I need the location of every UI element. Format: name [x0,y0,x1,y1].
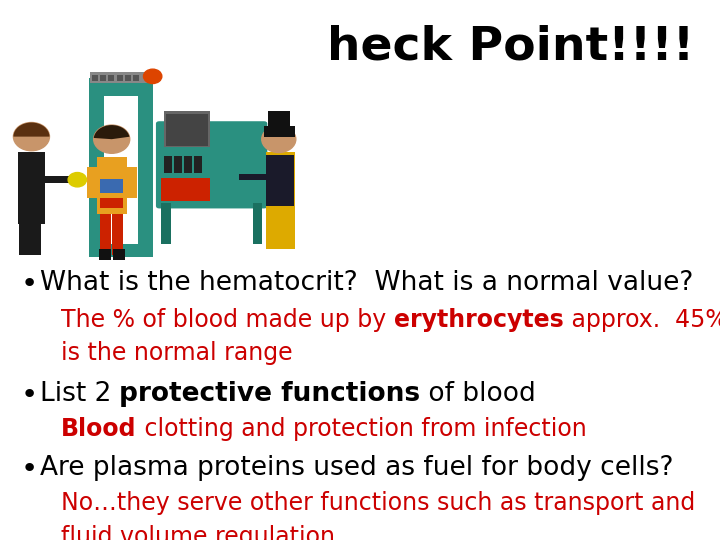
Bar [194,156,202,172]
Bar [89,91,104,249]
Bar [19,219,30,255]
Text: of blood: of blood [420,381,536,407]
Bar [99,249,111,260]
Text: •: • [20,381,37,409]
Text: erythrocytes: erythrocytes [394,308,564,332]
Bar [161,178,210,201]
Bar [264,126,295,137]
Bar [112,208,123,255]
Wedge shape [94,125,130,139]
Text: FROM: AMAZON.COM: FROM: AMAZON.COM [225,262,315,271]
Bar [138,91,153,249]
Text: fluid volume regulation: fluid volume regulation [61,525,336,540]
Bar [164,111,210,147]
Bar [161,203,171,244]
Bar [266,188,295,249]
Circle shape [14,123,50,151]
Bar [164,156,172,172]
Bar [253,203,262,244]
Circle shape [68,172,86,187]
Bar [89,244,153,257]
Bar [89,78,153,96]
Bar [30,219,41,255]
Bar [166,113,208,146]
Bar [97,157,127,213]
Bar [100,75,106,82]
Bar [133,75,139,82]
Bar [266,154,294,206]
Bar [91,72,151,83]
Text: List 2: List 2 [40,381,120,407]
Text: is the normal range: is the normal range [61,341,293,365]
Wedge shape [14,123,50,137]
Text: •: • [20,455,37,483]
Circle shape [262,126,296,152]
Bar [266,152,295,193]
Bar [87,167,99,198]
Bar [125,75,131,82]
Bar [125,167,137,198]
Text: approx.  45%: approx. 45% [564,308,720,332]
Bar [240,174,267,180]
Bar [117,75,122,82]
Bar [100,198,123,208]
Bar [92,75,98,82]
Text: Are plasma proteins used as fuel for body cells?: Are plasma proteins used as fuel for bod… [40,455,673,481]
Bar [18,152,45,224]
Text: No…they serve other functions such as transport and: No…they serve other functions such as tr… [61,491,696,515]
Circle shape [143,69,162,84]
Bar [269,111,289,126]
Bar [109,75,114,82]
Text: The % of blood made up by: The % of blood made up by [61,308,394,332]
Text: clotting and protection from infection: clotting and protection from infection [137,417,587,441]
Bar [100,179,123,193]
Bar [174,156,182,172]
Text: Check Point!!!!: Check Point!!!! [292,24,694,69]
Bar [100,208,111,255]
Bar [43,177,76,183]
Text: Blood: Blood [61,417,137,441]
Text: •: • [20,270,37,298]
Bar [113,249,125,260]
Text: What is the hematocrit?  What is a normal value?: What is the hematocrit? What is a normal… [40,270,693,296]
FancyBboxPatch shape [156,122,267,208]
Text: protective functions: protective functions [120,381,420,407]
Circle shape [94,125,130,153]
Bar [184,156,192,172]
